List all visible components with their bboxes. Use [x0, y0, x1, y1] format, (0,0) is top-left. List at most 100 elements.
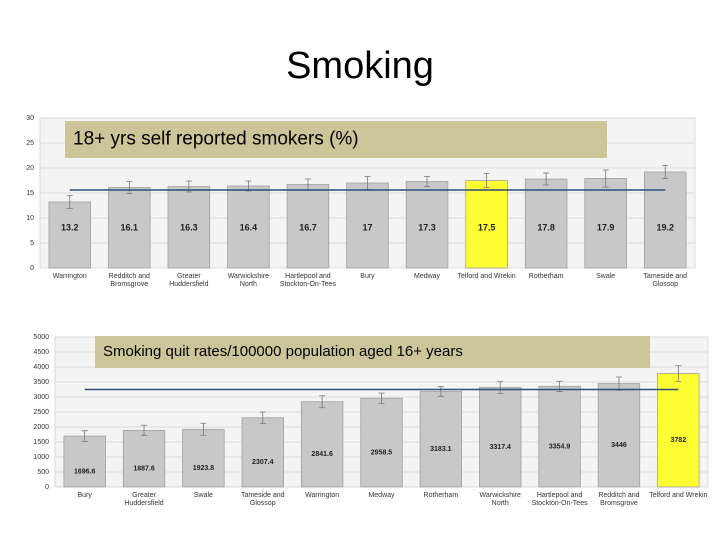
- value-label: 1923.8: [193, 465, 215, 472]
- value-label: 16.4: [240, 222, 258, 232]
- value-label: 17.3: [418, 222, 436, 232]
- annotation-box: [65, 121, 607, 158]
- error-bar: [675, 365, 682, 382]
- bar: [346, 182, 389, 269]
- x-tick-label: Medway: [413, 273, 441, 280]
- bar: [405, 181, 449, 269]
- y-tick-label: 25: [26, 140, 34, 147]
- x-tick-label: Redditch and Bromsgrove: [598, 492, 640, 507]
- error-bar: [497, 381, 504, 394]
- x-tick-label: Tameside and Glossop: [643, 273, 688, 288]
- error-bar: [259, 411, 266, 424]
- value-label: 2958.5: [371, 449, 393, 456]
- bar: [657, 373, 700, 488]
- y-tick-label: 0: [45, 484, 49, 491]
- value-label: 1887.6: [133, 466, 155, 473]
- error-bar: [126, 181, 133, 194]
- annotation: 18+ yrs self reported smokers (%): [73, 129, 359, 150]
- bar: [465, 180, 508, 269]
- value-label: 13.2: [61, 222, 79, 232]
- bar: [48, 201, 92, 269]
- error-bar: [437, 386, 444, 397]
- y-tick-label: 2500: [33, 409, 49, 416]
- bar: [479, 387, 522, 488]
- x-tick-label: Greater Huddersfield: [124, 492, 164, 507]
- value-label: 2841.6: [311, 451, 333, 458]
- x-tick-label: Bury: [77, 492, 92, 499]
- y-tick-label: 500: [37, 469, 49, 476]
- y-tick-label: 0: [30, 265, 34, 272]
- x-tick-label: Redditch and Bromsgrove: [108, 273, 150, 288]
- bar: [597, 383, 641, 488]
- value-label: 16.1: [121, 222, 139, 232]
- x-tick-label: Warwickshire North: [227, 273, 270, 288]
- x-tick-label: Telford and Wrekin: [457, 273, 516, 280]
- value-label: 16.7: [299, 222, 317, 232]
- x-tick-label: Greater Huddersfield: [169, 273, 209, 288]
- y-tick-label: 20: [26, 165, 34, 172]
- bar: [227, 185, 270, 269]
- error-bar: [66, 195, 73, 209]
- x-tick-label: Rotherham: [528, 273, 564, 280]
- bar: [167, 186, 211, 269]
- error-bar: [81, 430, 88, 442]
- y-tick-label: 1000: [33, 454, 49, 461]
- error-bar: [141, 424, 148, 436]
- x-tick-label: Bury: [360, 273, 375, 280]
- y-tick-label: 4500: [33, 349, 49, 356]
- bar: [300, 401, 344, 488]
- annotation-box: [95, 336, 650, 368]
- x-tick-label: Rotherham: [423, 492, 459, 499]
- error-bar: [424, 176, 431, 187]
- x-tick-label: Medway: [368, 492, 395, 499]
- y-tick-label: 10: [26, 215, 34, 222]
- bar: [241, 417, 284, 488]
- value-label: 17.8: [537, 222, 555, 232]
- value-label: 2307.4: [252, 459, 274, 466]
- x-tick-label: Swale: [193, 492, 213, 499]
- value-label: 19.2: [656, 222, 674, 232]
- bar: [63, 435, 106, 488]
- y-tick-label: 2000: [33, 424, 49, 431]
- x-tick-label: Warwickshire North: [479, 492, 521, 507]
- x-tick-label: Swale: [596, 273, 616, 280]
- value-label: 3446: [611, 442, 627, 449]
- y-tick-label: 3000: [33, 394, 49, 401]
- error-bar: [543, 172, 550, 186]
- slide-title: Smoking: [286, 45, 434, 87]
- error-bar: [662, 165, 669, 179]
- bar: [419, 391, 463, 488]
- error-bar: [200, 422, 207, 436]
- x-tick-label: Hartlepool and Stockton-On-Tees: [531, 492, 588, 507]
- value-label: 16.3: [180, 222, 198, 232]
- value-label: 17.5: [478, 222, 496, 232]
- x-tick-label: Warrington: [52, 273, 87, 280]
- x-tick-label: Tameside and Glossop: [240, 492, 285, 507]
- bar: [122, 429, 166, 488]
- error-bar: [602, 169, 609, 188]
- error-bar: [319, 395, 326, 409]
- x-tick-label: Warrington: [305, 492, 340, 499]
- error-bar: [378, 392, 385, 404]
- value-label: 3354.9: [549, 444, 571, 451]
- bar: [643, 171, 687, 269]
- value-label: 17.9: [597, 222, 615, 232]
- y-tick-label: 30: [26, 115, 34, 122]
- bar: [182, 428, 225, 488]
- x-tick-label: Hartlepool and Stockton-On-Tees: [279, 273, 336, 288]
- bar: [360, 397, 403, 488]
- bar: [286, 184, 330, 269]
- value-label: 3317.4: [490, 444, 512, 451]
- value-label: 17: [362, 222, 372, 232]
- x-tick-label: Telford and Wrekin: [649, 492, 708, 499]
- error-bar: [483, 173, 490, 188]
- value-label: 1696.6: [74, 468, 96, 475]
- bar: [524, 178, 568, 269]
- y-tick-label: 3500: [33, 379, 49, 386]
- y-tick-label: 4000: [33, 364, 49, 371]
- bar: [538, 385, 581, 488]
- y-tick-label: 5: [30, 240, 34, 247]
- value-label: 3782: [671, 437, 687, 444]
